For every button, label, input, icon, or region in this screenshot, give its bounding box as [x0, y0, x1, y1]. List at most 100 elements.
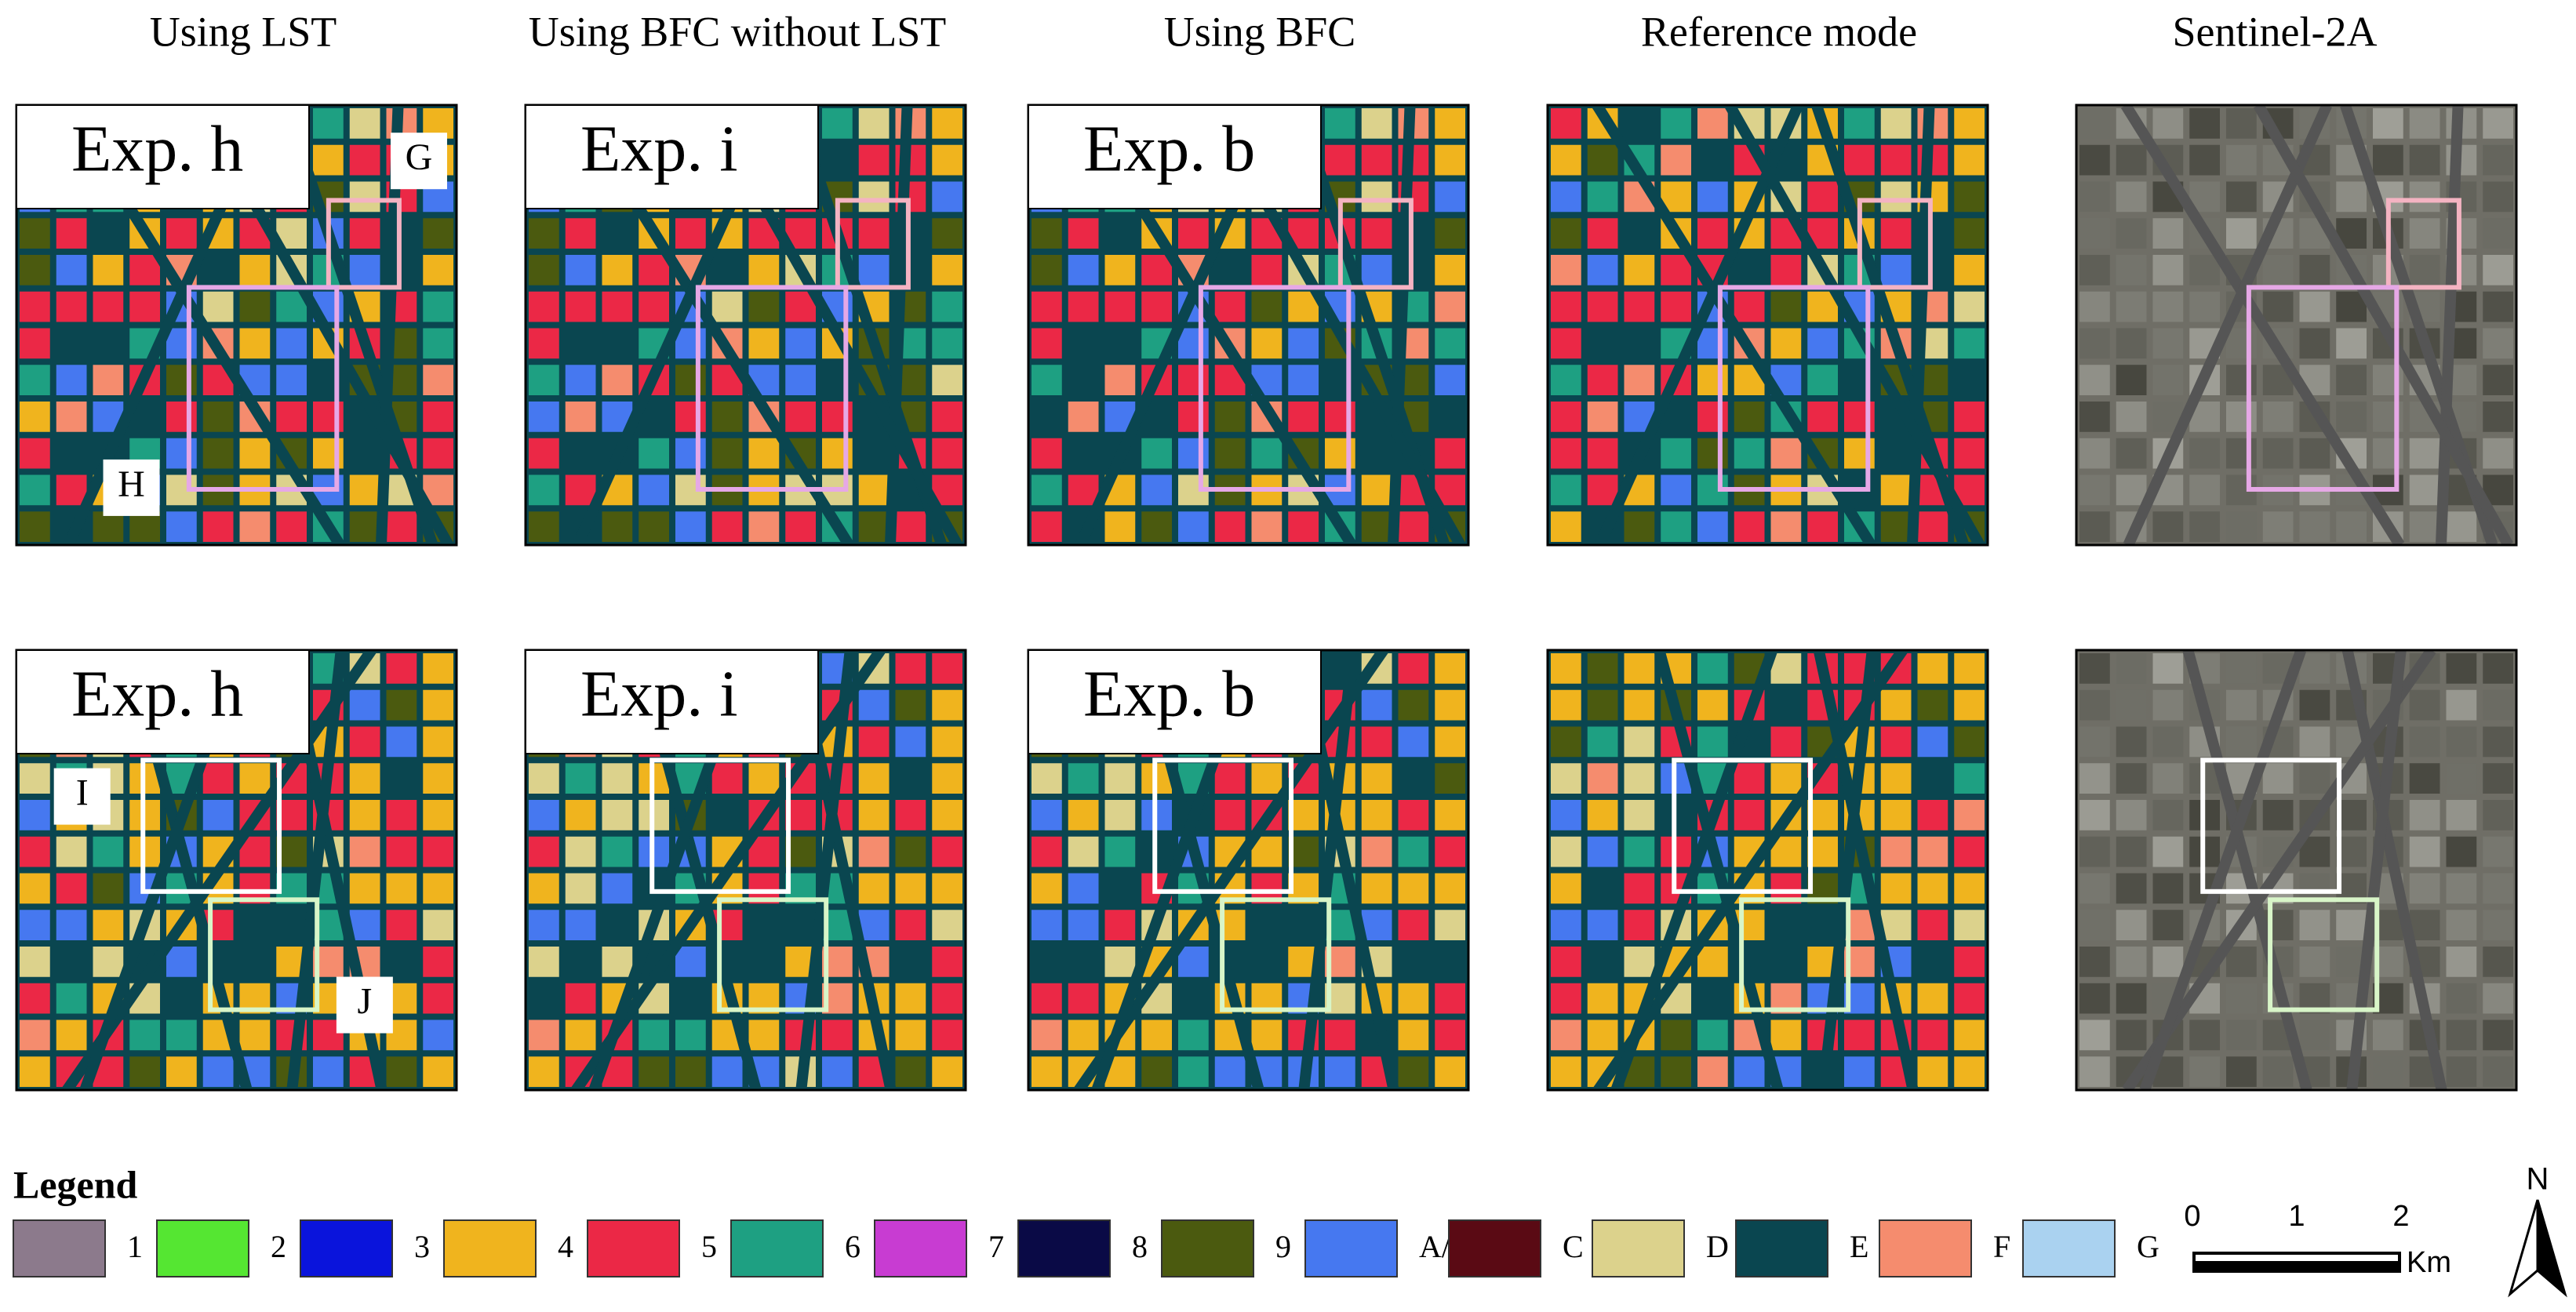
- land-parcel: [2226, 181, 2257, 213]
- land-parcel: [2152, 511, 2184, 542]
- land-parcel: [2079, 365, 2110, 395]
- land-parcel: [2116, 181, 2147, 213]
- land-parcel: [349, 836, 380, 867]
- land-parcel: [895, 910, 926, 940]
- land-parcel: [1141, 255, 1172, 285]
- land-parcel: [2483, 947, 2513, 977]
- land-parcel: [602, 255, 633, 285]
- legend-swatch: [1161, 1219, 1254, 1277]
- land-parcel: [1551, 365, 1581, 395]
- land-parcel: [602, 873, 633, 904]
- land-parcel: [1068, 218, 1099, 249]
- land-parcel: [1880, 836, 1912, 867]
- land-parcel: [1288, 328, 1319, 359]
- land-parcel: [1031, 402, 1062, 432]
- land-parcel: [1954, 255, 1985, 285]
- land-parcel: [1068, 291, 1099, 322]
- land-parcel: [1954, 218, 1985, 249]
- column-title: Using BFC: [1164, 8, 1356, 55]
- land-parcel: [529, 947, 559, 977]
- land-parcel: [529, 763, 559, 794]
- land-parcel: [56, 873, 87, 904]
- land-parcel: [858, 836, 890, 867]
- land-parcel: [56, 947, 87, 977]
- land-parcel: [565, 255, 596, 285]
- land-parcel: [529, 218, 559, 249]
- map-bg: [2076, 650, 2516, 1090]
- land-parcel: [1361, 836, 1392, 867]
- land-parcel: [1104, 947, 1136, 977]
- land-parcel: [1288, 910, 1319, 940]
- road: [884, 105, 913, 545]
- land-parcel: [2483, 328, 2513, 359]
- land-parcel: [313, 108, 344, 139]
- land-parcel: [932, 983, 962, 1014]
- land-parcel: [1288, 511, 1319, 542]
- land-parcel: [1361, 181, 1392, 213]
- experiment-label: Exp. i: [580, 657, 738, 730]
- land-parcel: [349, 763, 380, 794]
- land-parcel: [675, 511, 706, 542]
- land-parcel: [1954, 763, 1985, 794]
- land-parcel: [2409, 689, 2440, 721]
- land-parcel: [2409, 836, 2440, 867]
- land-parcel: [1361, 689, 1392, 721]
- land-parcel: [858, 910, 890, 940]
- land-parcel: [93, 910, 124, 940]
- land-parcel: [1361, 474, 1392, 506]
- highlight-box: [1672, 758, 1814, 894]
- land-parcel: [2299, 947, 2330, 977]
- land-parcel: [1587, 291, 1618, 322]
- land-parcel: [1141, 511, 1172, 542]
- land-parcel: [2116, 365, 2147, 395]
- land-parcel: [1587, 836, 1618, 867]
- map-panel: Exp. h G H: [15, 104, 458, 547]
- land-parcel: [2079, 653, 2110, 684]
- region-label: G: [406, 136, 433, 178]
- land-parcel: [895, 763, 926, 794]
- land-parcel: [1435, 1019, 1465, 1051]
- land-parcel: [2116, 910, 2147, 940]
- land-parcel: [1587, 474, 1618, 506]
- road: [1724, 105, 1985, 545]
- land-parcel: [565, 873, 596, 904]
- land-parcel: [748, 1019, 780, 1051]
- land-parcel: [1917, 689, 1948, 721]
- land-parcel: [2079, 1056, 2110, 1087]
- land-parcel: [529, 291, 559, 322]
- land-parcel: [2226, 402, 2257, 432]
- land-parcel: [2116, 763, 2147, 794]
- land-parcel: [2483, 873, 2513, 904]
- land-parcel: [2483, 726, 2513, 758]
- land-parcel: [2079, 873, 2110, 904]
- land-parcel: [895, 983, 926, 1014]
- land-parcel: [932, 726, 962, 758]
- land-parcel: [1251, 291, 1283, 322]
- road: [1906, 105, 1935, 545]
- land-parcel: [1068, 402, 1099, 432]
- land-parcel: [2079, 218, 2110, 249]
- land-parcel: [2446, 511, 2477, 542]
- land-parcel: [932, 763, 962, 794]
- land-parcel: [2116, 474, 2147, 506]
- land-parcel: [822, 1019, 853, 1051]
- land-parcel: [2299, 653, 2330, 684]
- land-parcel: [239, 438, 271, 469]
- land-parcel: [2299, 328, 2330, 359]
- legend-label: 1: [127, 1229, 143, 1264]
- road: [1592, 105, 1876, 545]
- land-parcel: [2299, 291, 2330, 322]
- land-parcel: [565, 218, 596, 249]
- land-parcel: [2079, 763, 2110, 794]
- land-parcel: [2152, 910, 2184, 940]
- column-title: Using BFC without LST: [529, 8, 947, 55]
- land-parcel: [2409, 910, 2440, 940]
- land-parcel: [1104, 218, 1136, 249]
- land-parcel: [20, 910, 50, 940]
- land-parcel: [1624, 291, 1655, 322]
- land-parcel: [1917, 873, 1948, 904]
- land-parcel: [423, 800, 453, 830]
- land-parcel: [166, 983, 197, 1014]
- land-parcel: [1880, 689, 1912, 721]
- land-parcel: [1880, 144, 1912, 176]
